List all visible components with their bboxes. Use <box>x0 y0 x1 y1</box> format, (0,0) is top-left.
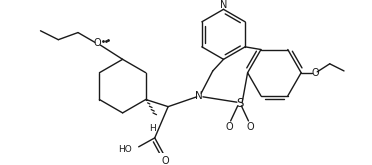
Text: O: O <box>225 122 232 132</box>
Text: S: S <box>236 97 243 110</box>
Text: N: N <box>220 0 227 10</box>
Text: O: O <box>312 68 319 78</box>
Text: O: O <box>246 122 254 132</box>
Text: HO: HO <box>118 145 132 154</box>
Text: N: N <box>196 91 203 101</box>
Text: H: H <box>149 124 155 132</box>
Text: O: O <box>162 156 169 165</box>
Text: O: O <box>94 38 102 48</box>
